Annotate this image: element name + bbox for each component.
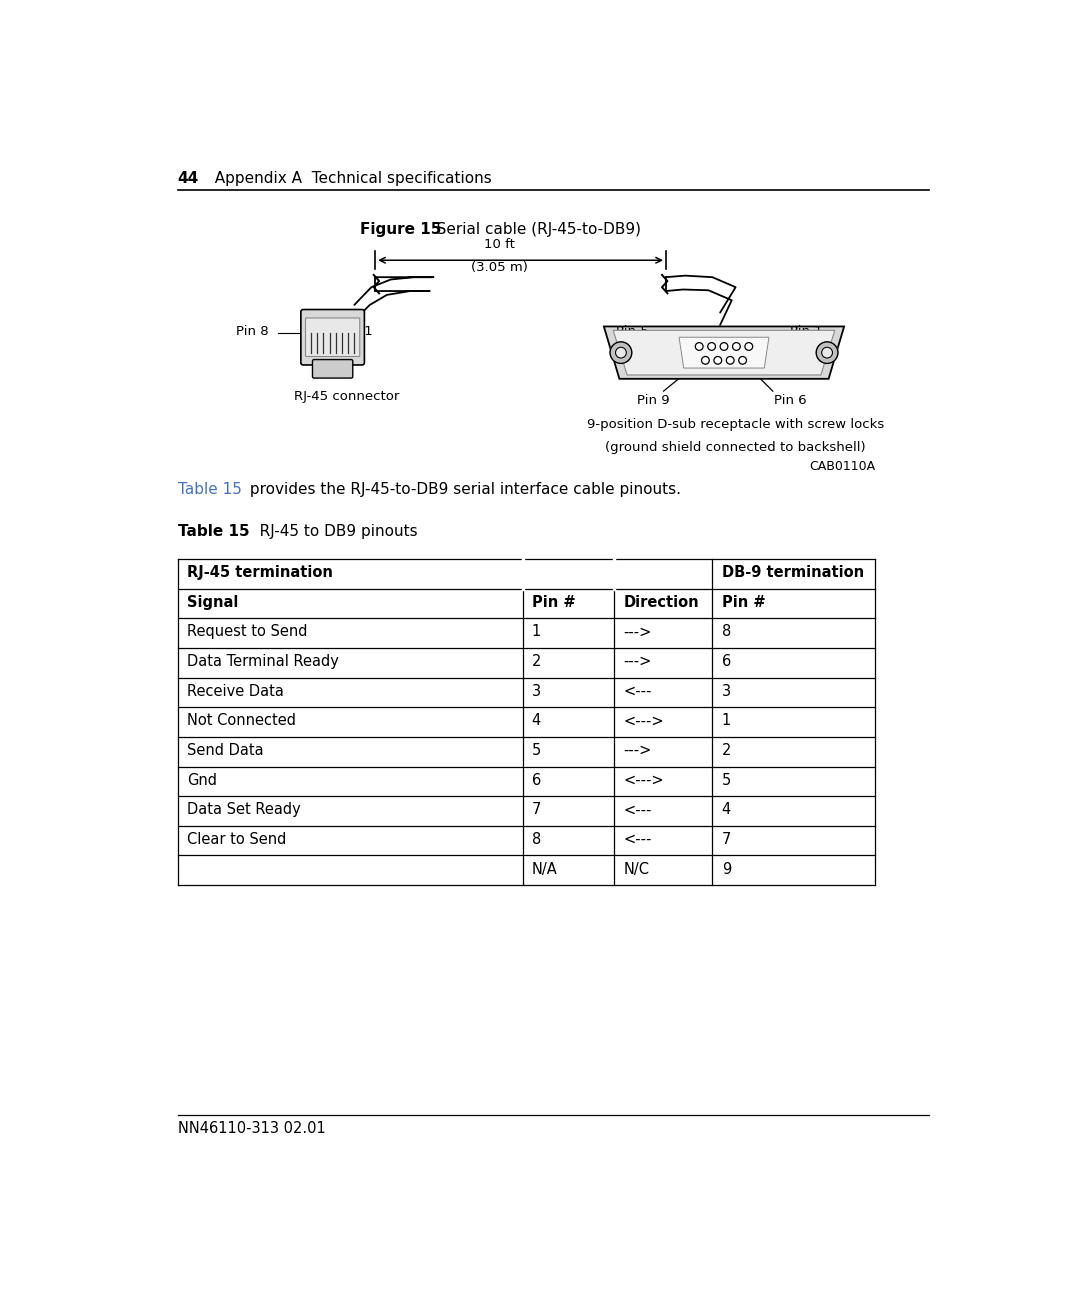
Text: 2: 2 — [531, 654, 541, 669]
Text: NN46110-313 02.01: NN46110-313 02.01 — [177, 1121, 325, 1137]
Circle shape — [745, 342, 753, 350]
Circle shape — [739, 356, 746, 364]
Text: 8: 8 — [721, 625, 731, 639]
Text: <---: <--- — [623, 684, 651, 699]
Polygon shape — [613, 330, 835, 375]
Text: 2: 2 — [721, 743, 731, 758]
Circle shape — [702, 356, 710, 364]
Text: N/C: N/C — [623, 862, 649, 876]
Text: (3.05 m): (3.05 m) — [471, 260, 528, 273]
Text: RJ-45 to DB9 pinouts: RJ-45 to DB9 pinouts — [245, 524, 418, 539]
Text: Figure 15: Figure 15 — [360, 222, 441, 237]
Text: Appendix A  Technical specifications: Appendix A Technical specifications — [205, 171, 491, 185]
Circle shape — [714, 356, 721, 364]
Text: Gnd: Gnd — [187, 772, 217, 788]
Text: Data Terminal Ready: Data Terminal Ready — [187, 654, 339, 669]
Circle shape — [616, 347, 626, 358]
Text: Request to Send: Request to Send — [187, 625, 308, 639]
Circle shape — [816, 342, 838, 363]
Text: Send Data: Send Data — [187, 743, 264, 758]
Circle shape — [707, 342, 715, 350]
Text: 1: 1 — [531, 625, 541, 639]
Text: Signal: Signal — [187, 595, 239, 610]
Text: 3: 3 — [531, 684, 541, 699]
Text: 6: 6 — [721, 654, 731, 669]
Text: Table 15: Table 15 — [177, 482, 242, 496]
Circle shape — [732, 342, 740, 350]
Text: RJ-45 connector: RJ-45 connector — [294, 390, 400, 403]
Text: 7: 7 — [721, 832, 731, 848]
Text: CAB0110A: CAB0110A — [809, 460, 875, 473]
Text: 8: 8 — [531, 832, 541, 848]
Text: Pin 5: Pin 5 — [616, 324, 648, 337]
Text: 3: 3 — [721, 684, 731, 699]
Text: <--->: <---> — [623, 772, 664, 788]
Text: 7: 7 — [531, 802, 541, 818]
Text: 44: 44 — [177, 171, 199, 185]
FancyBboxPatch shape — [301, 310, 364, 365]
Text: Pin 1: Pin 1 — [340, 324, 373, 337]
Text: <--->: <---> — [623, 713, 664, 728]
Text: --->: ---> — [623, 743, 651, 758]
Text: Clear to Send: Clear to Send — [187, 832, 286, 848]
Text: RJ-45 termination: RJ-45 termination — [187, 565, 333, 581]
Text: Pin 1: Pin 1 — [789, 324, 823, 337]
Text: Table 15: Table 15 — [177, 524, 249, 539]
Text: Pin 9: Pin 9 — [637, 394, 670, 407]
Text: Serial cable (RJ-45-to-DB9): Serial cable (RJ-45-to-DB9) — [422, 222, 640, 237]
Text: 9: 9 — [721, 862, 731, 876]
Text: 5: 5 — [721, 772, 731, 788]
Text: Pin 6: Pin 6 — [774, 394, 807, 407]
Circle shape — [720, 342, 728, 350]
FancyBboxPatch shape — [306, 318, 360, 356]
Text: <---: <--- — [623, 802, 651, 818]
Circle shape — [610, 342, 632, 363]
Polygon shape — [604, 327, 845, 378]
Text: Direction: Direction — [623, 595, 699, 610]
Text: 1: 1 — [721, 713, 731, 728]
Text: DB-9 termination: DB-9 termination — [721, 565, 864, 581]
FancyBboxPatch shape — [312, 359, 353, 378]
Text: 4: 4 — [531, 713, 541, 728]
Circle shape — [822, 347, 833, 358]
Text: 5: 5 — [531, 743, 541, 758]
Text: Pin #: Pin # — [531, 595, 576, 610]
Text: <---: <--- — [623, 832, 651, 848]
Text: N/A: N/A — [531, 862, 557, 876]
Text: Pin 8: Pin 8 — [235, 324, 268, 337]
Text: 10 ft: 10 ft — [484, 238, 515, 251]
Text: (ground shield connected to backshell): (ground shield connected to backshell) — [605, 441, 866, 454]
Text: --->: ---> — [623, 625, 651, 639]
Text: --->: ---> — [623, 654, 651, 669]
Polygon shape — [679, 337, 769, 368]
Text: Not Connected: Not Connected — [187, 713, 296, 728]
Text: Pin #: Pin # — [721, 595, 766, 610]
Text: 6: 6 — [531, 772, 541, 788]
Circle shape — [696, 342, 703, 350]
Text: provides the RJ-45-to-DB9 serial interface cable pinouts.: provides the RJ-45-to-DB9 serial interfa… — [245, 482, 681, 496]
Text: 4: 4 — [721, 802, 731, 818]
Text: 9-position D-sub receptacle with screw locks: 9-position D-sub receptacle with screw l… — [588, 419, 885, 432]
Text: Data Set Ready: Data Set Ready — [187, 802, 300, 818]
Circle shape — [727, 356, 734, 364]
Text: Receive Data: Receive Data — [187, 684, 284, 699]
